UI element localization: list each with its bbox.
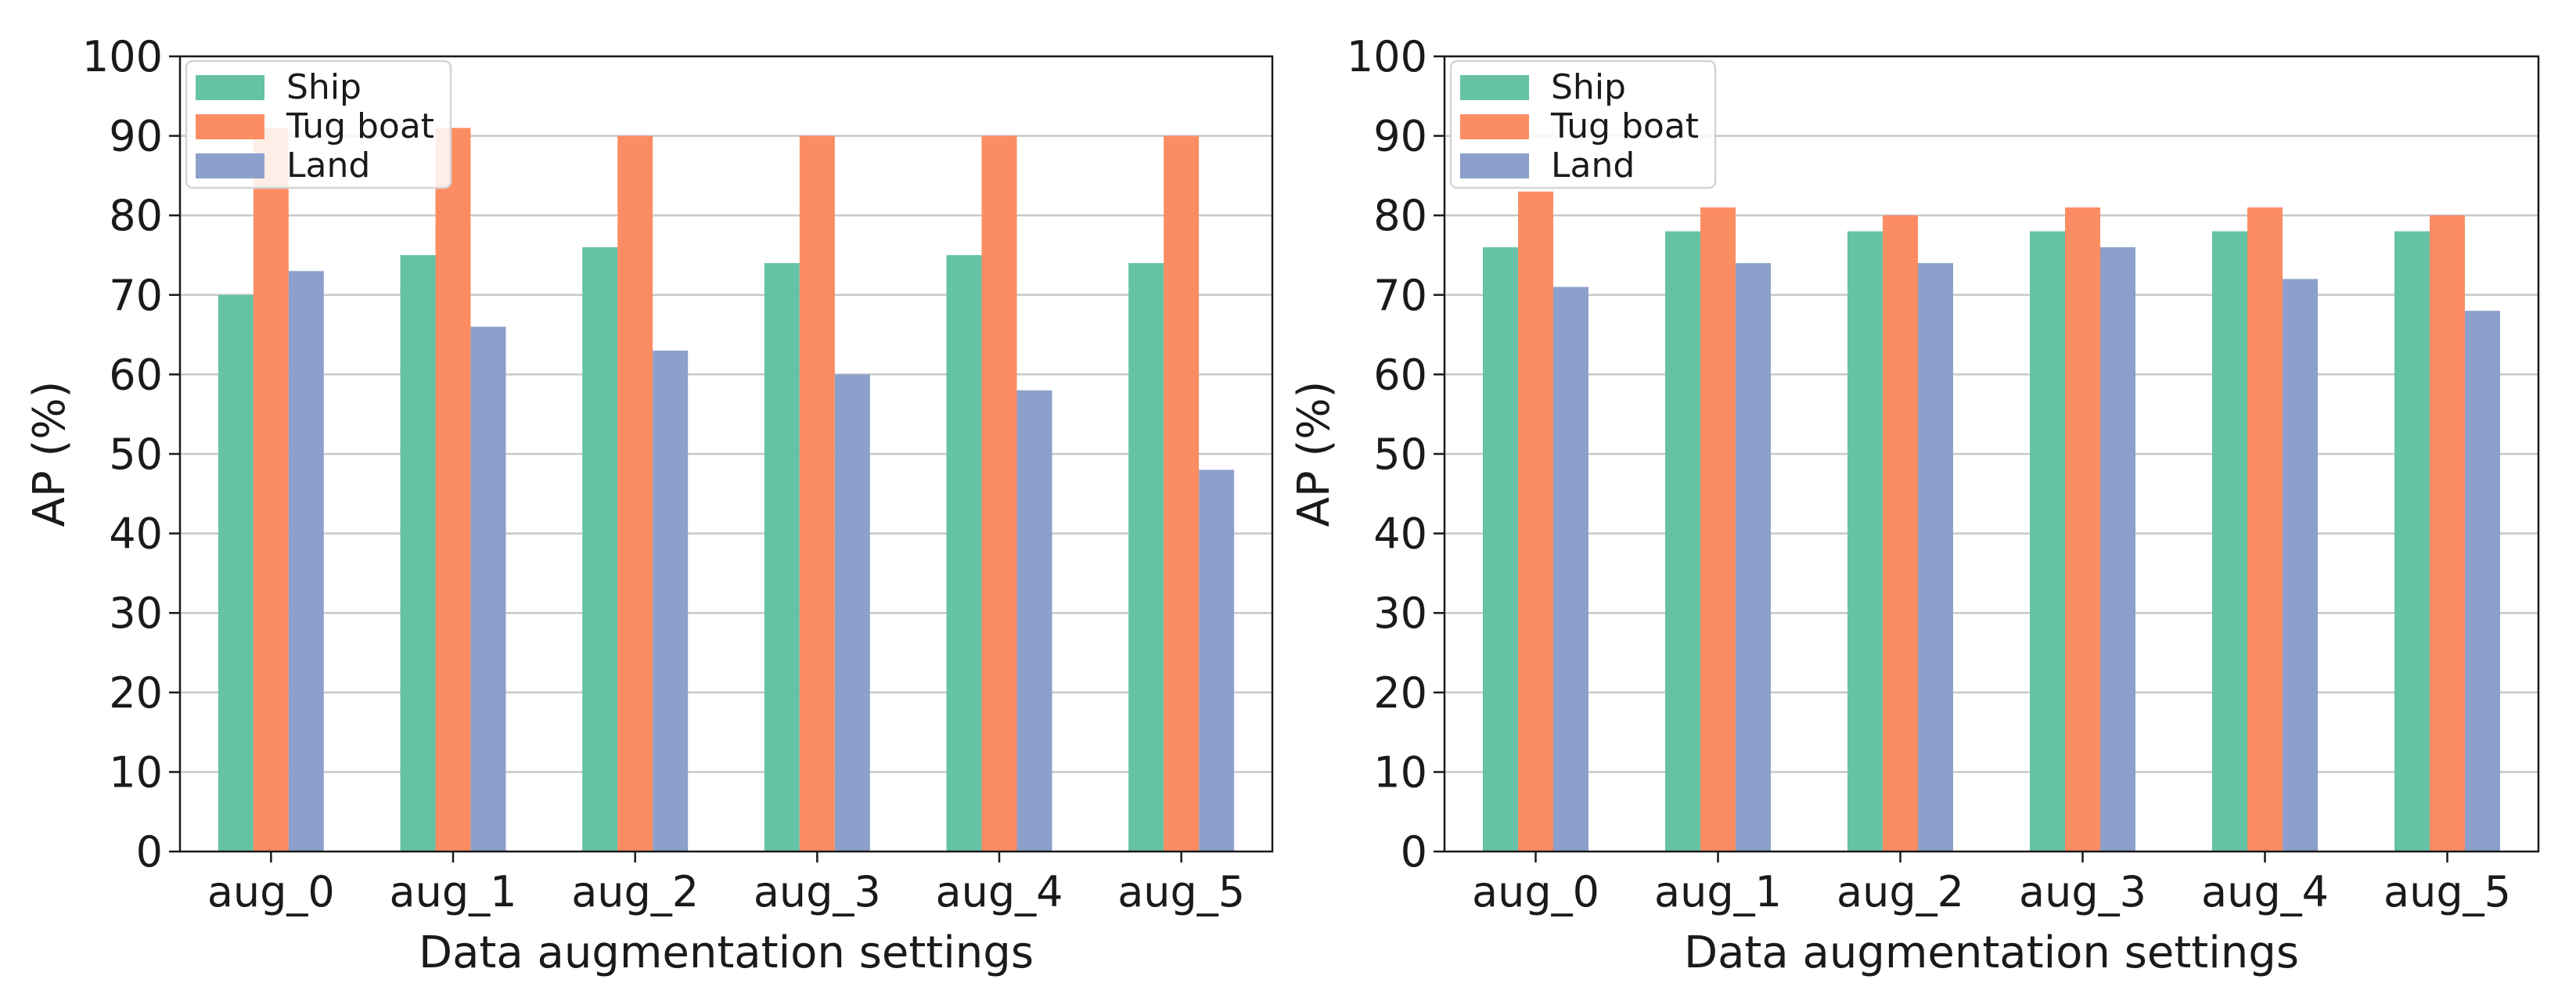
y-tick-label: 80 xyxy=(109,191,163,240)
y-tick-label: 30 xyxy=(1373,589,1427,638)
x-tick-label: aug_1 xyxy=(390,867,517,916)
y-tick-label: 10 xyxy=(109,747,163,797)
bars xyxy=(218,128,1235,852)
y-tick-label: 20 xyxy=(109,668,163,718)
y-tick-label: 100 xyxy=(1347,32,1427,81)
x-tick-label: aug_0 xyxy=(1472,867,1599,916)
bar-tug-boat-aug_4 xyxy=(981,135,1017,852)
bar-ship-aug_3 xyxy=(2030,231,2065,852)
legend-label-land: Land xyxy=(1551,146,1635,185)
y-tick-label: 50 xyxy=(1373,430,1427,479)
bar-land-aug_1 xyxy=(470,326,506,852)
y-tick-label: 70 xyxy=(1373,271,1427,320)
bar-land-aug_0 xyxy=(288,271,324,852)
bar-ship-aug_4 xyxy=(946,255,982,852)
x-axis-label: Data augmentation settings xyxy=(419,927,1034,978)
bar-tug-boat-aug_1 xyxy=(435,128,471,852)
x-tick-label: aug_2 xyxy=(571,867,699,916)
y-tick-label: 90 xyxy=(1373,112,1427,161)
bar-land-aug_4 xyxy=(2283,279,2318,852)
bar-ship-aug_2 xyxy=(1847,231,1883,852)
bar-land-aug_1 xyxy=(1736,263,1771,852)
bar-land-aug_5 xyxy=(2465,311,2500,852)
legend-label-ship: Ship xyxy=(1551,67,1626,107)
bar-ship-aug_1 xyxy=(1665,231,1700,852)
legend-swatch-tug-boat xyxy=(1460,114,1529,139)
bar-tug-boat-aug_0 xyxy=(1518,191,1553,852)
y-tick-label: 0 xyxy=(1401,827,1427,877)
legend-label-land: Land xyxy=(286,146,370,185)
x-tick-label: aug_4 xyxy=(936,867,1063,916)
bar-ship-aug_5 xyxy=(1128,263,1164,852)
y-tick-label: 0 xyxy=(136,827,163,877)
bar-tug-boat-aug_2 xyxy=(617,135,653,852)
bar-land-aug_2 xyxy=(1918,263,1953,852)
y-tick-label: 60 xyxy=(109,350,163,399)
x-tick-label: aug_3 xyxy=(754,867,881,916)
bar-tug-boat-aug_5 xyxy=(1164,135,1200,852)
y-tick-label: 60 xyxy=(1373,350,1427,399)
legend-label-tug-boat: Tug boat xyxy=(286,106,434,146)
x-tick-label: aug_5 xyxy=(1117,867,1245,916)
y-tick-label: 20 xyxy=(1373,668,1427,718)
bar-tug-boat-aug_3 xyxy=(2065,207,2100,852)
legend-swatch-tug-boat xyxy=(196,114,264,139)
bar-tug-boat-aug_1 xyxy=(1700,207,1736,852)
y-tick-label: 10 xyxy=(1373,747,1427,797)
bar-tug-boat-aug_5 xyxy=(2430,215,2465,852)
y-tick-label: 70 xyxy=(109,271,163,320)
x-tick-label: aug_2 xyxy=(1837,867,1964,916)
chart-panel-2: 0 10 20 30 40 50 60 70 80 90 100 aug_0 aug_1 aug_2 aug… xyxy=(1289,32,2540,978)
bar-ship-aug_4 xyxy=(2212,231,2247,852)
legend-label-ship: Ship xyxy=(286,67,362,107)
bar-tug-boat-aug_2 xyxy=(1883,215,1918,852)
y-axis-label: AP (%) xyxy=(24,381,75,528)
x-axis-label: Data augmentation settings xyxy=(1684,927,2299,978)
y-tick-label: 50 xyxy=(109,430,163,479)
bars xyxy=(1483,191,2500,852)
bar-ship-aug_0 xyxy=(218,294,254,852)
x-tick-label: aug_1 xyxy=(1654,867,1782,916)
x-tick-label: aug_5 xyxy=(2384,867,2511,916)
bar-ship-aug_3 xyxy=(764,263,800,852)
bar-tug-boat-aug_4 xyxy=(2247,207,2283,852)
bar-land-aug_4 xyxy=(1016,390,1052,852)
legend-label-tug-boat: Tug boat xyxy=(1550,106,1699,146)
bar-ship-aug_5 xyxy=(2394,231,2430,852)
x-tick-label: aug_3 xyxy=(2019,867,2146,916)
y-tick-label: 40 xyxy=(109,510,163,559)
legend-swatch-ship xyxy=(196,75,264,100)
y-tick-label: 100 xyxy=(82,32,163,81)
bar-land-aug_0 xyxy=(1553,286,1588,852)
bar-tug-boat-aug_3 xyxy=(799,135,835,852)
bar-tug-boat-aug_0 xyxy=(253,128,289,852)
bar-land-aug_2 xyxy=(653,350,689,852)
bar-ship-aug_0 xyxy=(1483,247,1518,852)
y-tick-label: 30 xyxy=(109,589,163,638)
y-tick-label: 40 xyxy=(1373,510,1427,559)
legend-swatch-ship xyxy=(1460,75,1529,100)
x-tick-label: aug_4 xyxy=(2201,867,2329,916)
legend-swatch-land xyxy=(196,153,264,178)
x-tick-label: aug_0 xyxy=(207,867,335,916)
y-axis-label: AP (%) xyxy=(1289,381,1340,528)
y-tick-label: 80 xyxy=(1373,191,1427,240)
bar-land-aug_5 xyxy=(1199,470,1235,852)
bar-land-aug_3 xyxy=(2100,247,2135,852)
bar-ship-aug_2 xyxy=(582,247,618,852)
bar-ship-aug_1 xyxy=(400,255,436,852)
bar-land-aug_3 xyxy=(834,374,870,852)
y-tick-label: 90 xyxy=(109,112,163,161)
legend-swatch-land xyxy=(1460,153,1529,178)
chart-panel-1: 0 10 20 30 40 50 60 70 80 90 100 aug_0 aug_1 aug_2 aug… xyxy=(24,32,1274,978)
